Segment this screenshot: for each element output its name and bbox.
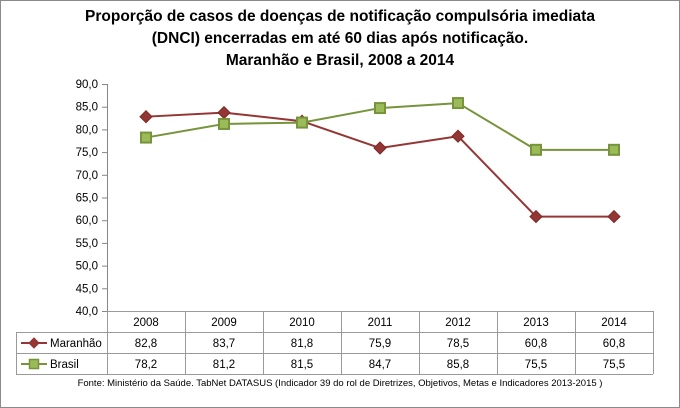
data-point-maranhao	[139, 109, 153, 124]
table-cell-value: 82,8	[135, 338, 157, 350]
chart-title-line-1: Proporção de casos de doenças de notific…	[85, 8, 595, 25]
x-category-label: 2012	[445, 317, 471, 329]
x-category-label: 2009	[211, 317, 237, 329]
source-note: Fonte: Ministério da Saúde. TabNet DATAS…	[77, 378, 603, 389]
table-cell-value: 78,5	[447, 338, 469, 350]
y-tick-label: 70,0	[76, 170, 98, 182]
x-category-label: 2010	[289, 317, 315, 329]
data-table: 2008 2009 2010 2011 2012 2013 2014 Maranhão 82,8…	[16, 311, 654, 375]
data-point-brasil	[296, 116, 308, 129]
legend-label: Maranhão	[50, 338, 102, 350]
x-category-label: 2014	[601, 317, 627, 329]
table-cell-value: 60,8	[603, 338, 625, 350]
table-cell-value: 75,5	[525, 359, 547, 371]
chart-title: Proporção de casos de doenças de notific…	[0, 6, 680, 72]
data-point-maranhao	[607, 209, 621, 224]
table-cell-value: 60,8	[525, 338, 547, 350]
y-tick-label: 75,0	[76, 147, 98, 159]
y-tick-label: 45,0	[76, 283, 98, 295]
data-point-brasil	[608, 143, 620, 156]
table-cell-value: 75,5	[603, 359, 625, 371]
legend-square-marker-icon	[28, 358, 40, 370]
chart-title-line-2: (DNCI) encerradas em até 60 dias após no…	[151, 30, 529, 47]
data-point-brasil	[452, 97, 464, 110]
y-tick-label: 50,0	[76, 261, 98, 273]
data-point-brasil	[530, 143, 542, 156]
x-category-label: 2011	[368, 317, 393, 329]
y-tick-label: 90,0	[76, 79, 98, 91]
y-tick-label: 65,0	[76, 193, 98, 205]
data-point-maranhao	[529, 209, 543, 224]
table-cell-value: 83,7	[213, 338, 235, 350]
table-cell-value: 85,8	[447, 359, 469, 371]
table-cell-value: 84,7	[369, 359, 391, 371]
chart-title-line-3: Maranhão e Brasil, 2008 a 2014	[225, 52, 455, 69]
y-tick-label: 80,0	[76, 124, 98, 136]
legend-key-maranhao	[21, 337, 47, 349]
data-point-brasil	[218, 117, 230, 130]
legend-label: Brasil	[50, 359, 79, 371]
data-point-maranhao	[451, 129, 465, 143]
x-category-label: 2008	[133, 317, 159, 329]
y-tick-label: 60,0	[76, 215, 98, 227]
series-line-maranhao	[145, 111, 614, 218]
data-point-brasil	[374, 102, 386, 115]
y-axis: 90,0 85,0 80,0 75,0 70,0 65,0 60,0 55,0 50,0 45,0…	[76, 79, 108, 318]
x-category-label: 2013	[523, 317, 549, 329]
data-point-maranhao	[217, 105, 231, 120]
legend-diamond-marker-icon	[28, 337, 40, 349]
table-cell-value: 81,2	[213, 359, 235, 371]
table-cell-value: 78,2	[135, 359, 157, 371]
table-cell-value: 75,9	[369, 338, 391, 350]
series-layer	[139, 97, 621, 224]
y-tick-label: 40,0	[76, 306, 98, 318]
data-point-brasil	[140, 131, 152, 144]
data-point-maranhao	[373, 141, 387, 155]
table-cell-value: 81,5	[291, 359, 313, 371]
y-tick-label: 55,0	[76, 238, 98, 250]
table-cell-value: 81,8	[291, 338, 313, 350]
legend-key-brasil	[21, 358, 47, 370]
y-tick-label: 85,0	[76, 102, 98, 114]
